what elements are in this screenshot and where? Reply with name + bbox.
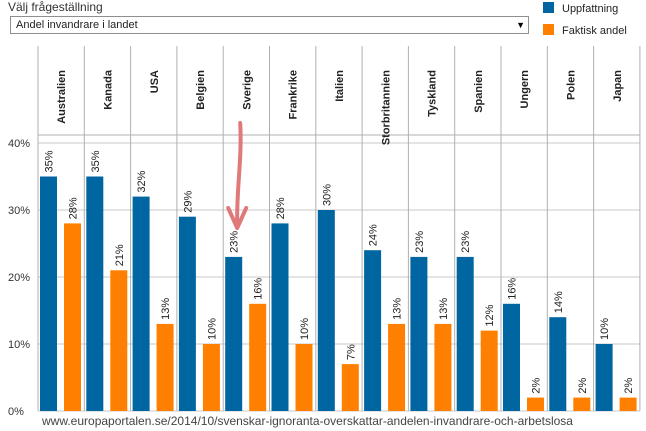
- bar-uppfattning: [364, 250, 382, 411]
- data-label: 12%: [484, 304, 496, 326]
- bar-faktisk: [434, 323, 452, 411]
- category-label: Ungern: [519, 70, 531, 109]
- bar-uppfattning: [595, 344, 613, 411]
- data-label: 32%: [136, 170, 148, 192]
- data-label: 13%: [160, 298, 172, 320]
- category-label: Sverige: [241, 70, 253, 110]
- y-tick-label: 30%: [8, 205, 30, 217]
- bar-uppfattning: [271, 223, 289, 411]
- bar-uppfattning: [178, 216, 196, 411]
- data-label: 21%: [114, 244, 126, 266]
- category-label: Frankrike: [288, 70, 300, 120]
- highlight-arrow-head: [226, 206, 249, 230]
- data-label: 2%: [577, 377, 589, 393]
- data-label: 10%: [599, 318, 611, 340]
- y-tick-label: 20%: [8, 272, 30, 284]
- data-label: 13%: [438, 298, 450, 320]
- category-label: Spanien: [473, 70, 485, 113]
- bar-faktisk: [341, 364, 359, 411]
- data-label: 35%: [90, 150, 102, 172]
- data-label: 10%: [299, 318, 311, 340]
- data-label: 23%: [460, 231, 472, 253]
- bar-faktisk: [619, 397, 637, 411]
- y-tick-label: 40%: [8, 138, 30, 150]
- data-label: 35%: [44, 150, 56, 172]
- data-label: 23%: [229, 231, 241, 253]
- category-label: Tyskland: [427, 70, 439, 117]
- data-label: 10%: [206, 318, 218, 340]
- data-label: 14%: [553, 291, 565, 313]
- highlight-arrow: [235, 121, 243, 228]
- bar-faktisk: [64, 223, 81, 411]
- data-label: 29%: [182, 190, 194, 212]
- bar-faktisk: [110, 270, 128, 411]
- legend-label-faktisk: Faktisk andel: [562, 25, 627, 37]
- category-label: Belgien: [195, 70, 207, 110]
- category-label: Polen: [565, 70, 577, 100]
- legend-item-faktisk: Faktisk andel: [543, 24, 627, 37]
- source-url: www.europaportalen.se/2014/10/svenskar-i…: [42, 414, 573, 428]
- bar-faktisk: [249, 303, 267, 411]
- data-label: 2%: [531, 377, 543, 393]
- bar-uppfattning: [456, 256, 474, 411]
- bar-faktisk: [295, 344, 313, 411]
- data-label: 7%: [345, 344, 357, 360]
- bar-uppfattning: [317, 210, 335, 411]
- y-tick-label: 10%: [8, 339, 30, 351]
- bar-faktisk: [480, 330, 498, 411]
- data-label: 16%: [253, 278, 265, 300]
- category-label: Storbritannien: [380, 70, 392, 145]
- bar-uppfattning: [410, 256, 428, 411]
- bar-faktisk: [388, 323, 406, 411]
- category-label: Japan: [612, 70, 624, 102]
- legend-swatch-faktisk: [543, 24, 554, 35]
- legend-item-uppfattning: Uppfattning: [543, 2, 618, 15]
- data-label: 13%: [392, 298, 404, 320]
- chevron-down-icon[interactable]: ▼: [516, 20, 525, 30]
- bar-faktisk: [573, 397, 591, 411]
- bar-uppfattning: [40, 176, 57, 411]
- bar-uppfattning: [503, 303, 520, 411]
- category-label: Australien: [56, 70, 68, 124]
- bar-faktisk: [202, 344, 220, 411]
- legend-label-uppfattning: Uppfattning: [562, 3, 619, 15]
- bar-uppfattning: [86, 176, 104, 411]
- bar-uppfattning: [132, 196, 150, 411]
- bar-faktisk: [156, 323, 174, 411]
- control-title: Välj frågeställning: [8, 0, 103, 14]
- bar-faktisk: [527, 397, 544, 411]
- question-select-value: Andel invandrare i landet: [16, 19, 138, 31]
- legend-swatch-uppfattning: [543, 2, 554, 13]
- data-label: 2%: [623, 377, 635, 393]
- data-label: 24%: [368, 224, 380, 246]
- data-label: 28%: [275, 197, 287, 219]
- bar-uppfattning: [225, 256, 243, 411]
- category-label: USA: [149, 70, 161, 93]
- data-label: 23%: [414, 231, 426, 253]
- data-label: 16%: [507, 278, 519, 300]
- data-label: 30%: [321, 184, 333, 206]
- category-label: Italien: [334, 70, 346, 102]
- data-label: 28%: [68, 197, 80, 219]
- y-tick-label: 0%: [8, 406, 24, 418]
- bar-uppfattning: [549, 317, 567, 411]
- category-label: Kanada: [102, 69, 114, 110]
- question-select[interactable]: Andel invandrare i landet ▼: [10, 16, 529, 34]
